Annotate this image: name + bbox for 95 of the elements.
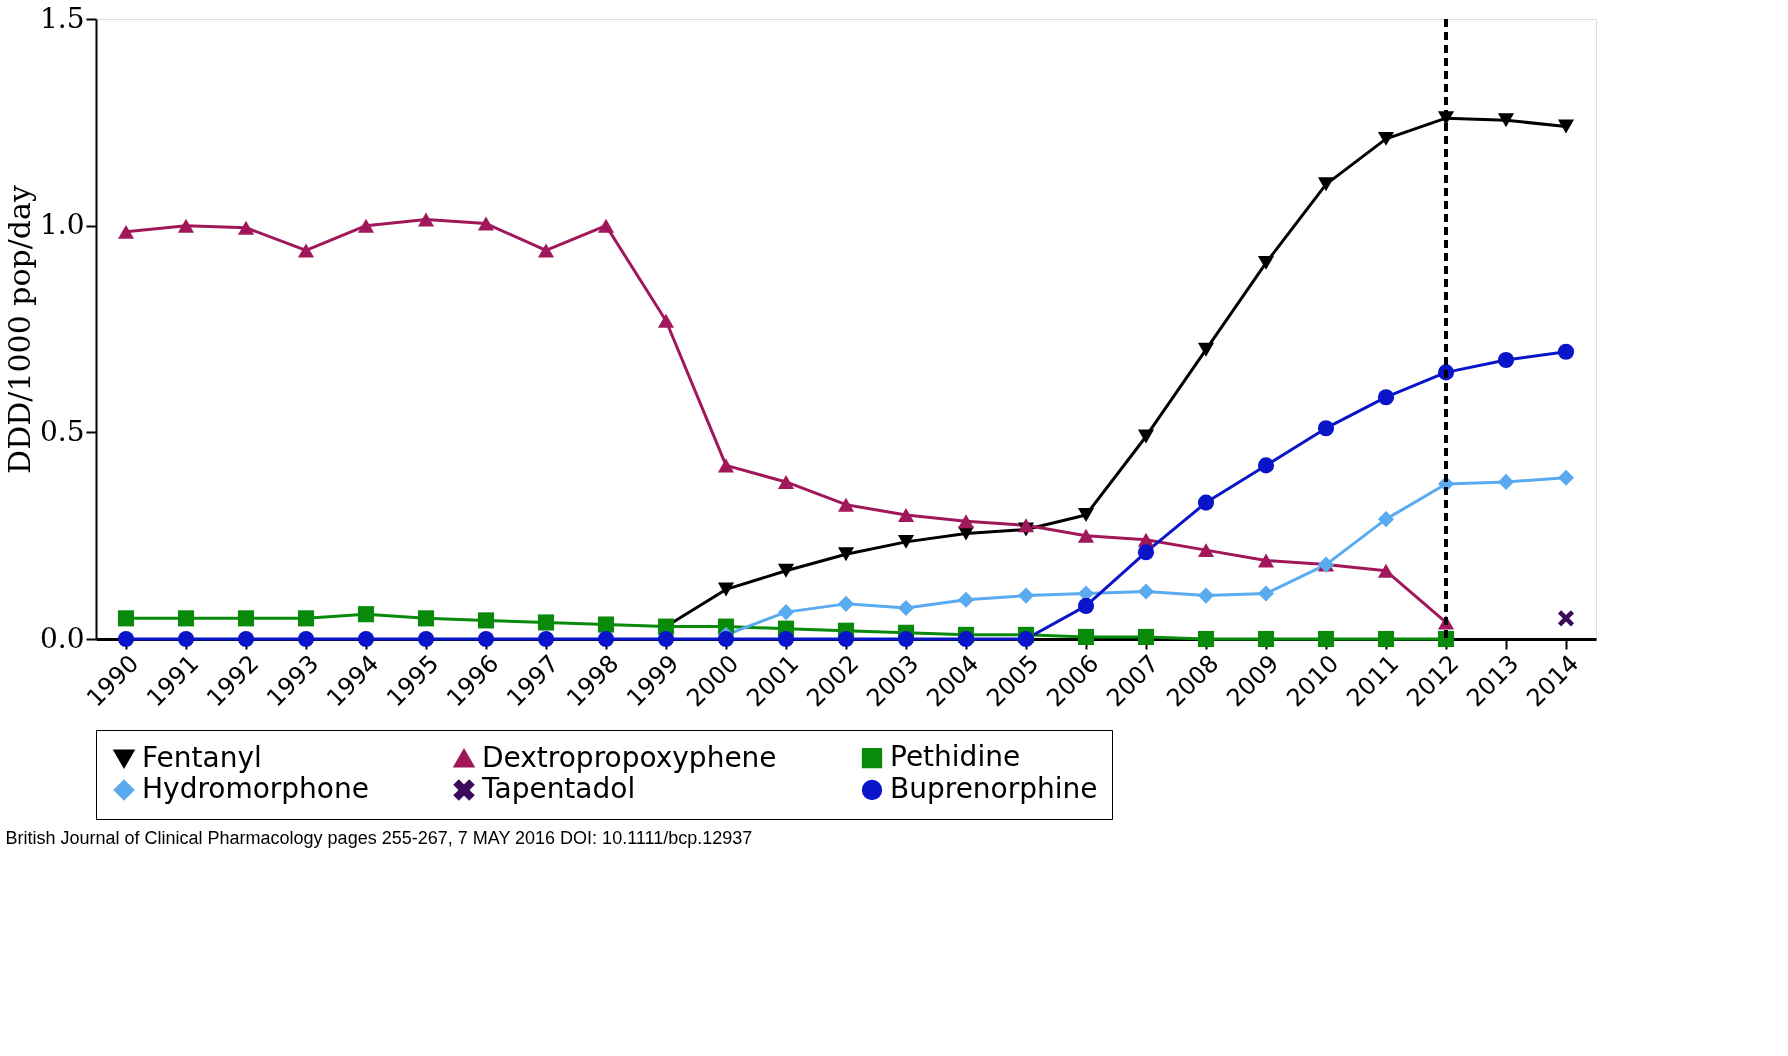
point xyxy=(1197,494,1215,511)
point xyxy=(1557,343,1575,360)
point xyxy=(177,218,195,233)
text: British Journal of Clinical Pharmacology pages 255-267, 7 MAY 2016 DOI: 10.1111/bcp.12937 xyxy=(5,827,753,848)
point xyxy=(1377,630,1395,648)
point xyxy=(1077,628,1095,645)
point xyxy=(1197,342,1215,357)
point xyxy=(477,630,495,648)
point xyxy=(777,474,795,489)
point xyxy=(1497,473,1515,490)
point xyxy=(1377,131,1395,146)
point xyxy=(897,630,915,648)
point xyxy=(297,630,315,648)
legend-label: Fentanyl xyxy=(142,740,262,774)
point xyxy=(597,218,615,233)
y-tick-label: 1.5 xyxy=(39,1,85,35)
point xyxy=(177,630,195,648)
point xyxy=(897,534,915,549)
point xyxy=(837,595,855,612)
point xyxy=(1557,469,1575,486)
point xyxy=(417,630,435,648)
point xyxy=(717,582,735,597)
point xyxy=(597,616,615,633)
point xyxy=(957,630,975,648)
point xyxy=(1557,610,1575,627)
y-tick-label: 0.0 xyxy=(39,621,85,655)
point xyxy=(1017,587,1035,604)
point xyxy=(1197,587,1215,604)
point xyxy=(1197,630,1215,648)
point xyxy=(1077,597,1095,614)
point xyxy=(1137,628,1155,645)
y-tick-label: 0.5 xyxy=(39,414,85,448)
point xyxy=(1377,389,1395,406)
point xyxy=(897,599,915,617)
point xyxy=(1137,583,1155,600)
point xyxy=(237,610,255,627)
point xyxy=(537,630,555,648)
point xyxy=(1257,255,1275,270)
point xyxy=(777,630,795,648)
point xyxy=(1077,508,1095,522)
point xyxy=(1377,511,1395,528)
point xyxy=(477,216,495,231)
point xyxy=(957,591,975,608)
point xyxy=(117,610,135,627)
point xyxy=(417,212,435,227)
point xyxy=(957,514,975,529)
point xyxy=(597,630,615,648)
point xyxy=(237,630,255,648)
y-axis-title: DDD/1000 pop/day xyxy=(1,185,37,474)
point xyxy=(1257,457,1275,474)
point xyxy=(657,313,675,328)
point xyxy=(1197,543,1215,558)
point xyxy=(1137,429,1155,444)
legend-label: Buprenorphine xyxy=(890,772,1098,805)
y-tick-label: 1.0 xyxy=(39,208,85,242)
point xyxy=(777,563,795,578)
point xyxy=(297,243,315,258)
point xyxy=(357,218,375,233)
point xyxy=(297,610,315,627)
point xyxy=(177,610,195,627)
point xyxy=(417,610,435,627)
point xyxy=(1257,585,1275,602)
point xyxy=(1497,113,1515,128)
point xyxy=(1017,630,1035,648)
point xyxy=(657,630,675,648)
point xyxy=(1497,351,1515,369)
point xyxy=(357,606,375,623)
legend-label: Hydromorphone xyxy=(142,772,369,805)
point xyxy=(837,497,855,512)
point xyxy=(537,614,555,631)
point xyxy=(537,243,555,258)
point xyxy=(1377,563,1395,578)
point xyxy=(1317,177,1335,192)
point xyxy=(357,630,375,648)
legend-label: Pethidine xyxy=(890,740,1021,774)
point xyxy=(1137,544,1155,561)
point xyxy=(777,604,795,621)
point xyxy=(117,224,135,239)
legend-label: Dextropropoxyphene xyxy=(482,740,777,774)
point xyxy=(237,220,255,235)
point xyxy=(1557,119,1575,134)
point xyxy=(1317,420,1335,437)
point xyxy=(1017,518,1035,533)
point xyxy=(117,630,135,648)
point xyxy=(1257,630,1275,648)
point xyxy=(1077,528,1095,543)
point xyxy=(897,508,915,522)
point xyxy=(1257,553,1275,568)
point xyxy=(717,458,735,473)
point xyxy=(837,630,855,648)
point xyxy=(477,612,495,629)
point xyxy=(717,630,735,648)
point xyxy=(1317,630,1335,648)
legend-label: Tapentadol xyxy=(481,772,636,805)
point xyxy=(837,547,855,562)
